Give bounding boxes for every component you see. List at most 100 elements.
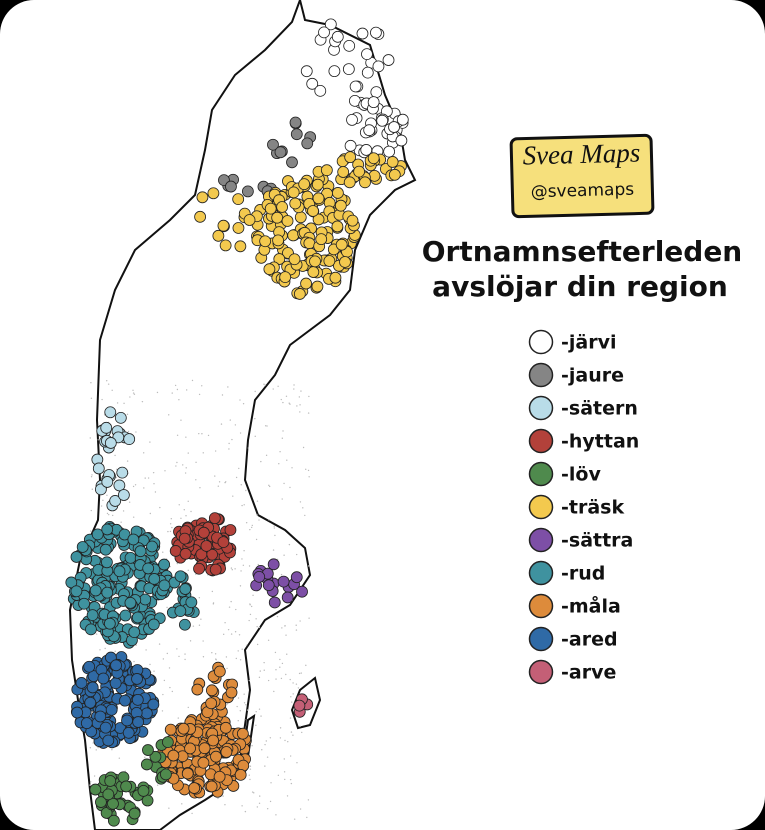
background-dot bbox=[288, 543, 291, 546]
background-dot bbox=[214, 450, 217, 452]
place-dot bbox=[194, 210, 207, 223]
background-dot bbox=[264, 384, 266, 386]
background-dot bbox=[237, 650, 239, 652]
place-dot bbox=[372, 60, 385, 73]
place-dot bbox=[160, 768, 172, 781]
background-dot bbox=[91, 488, 94, 490]
background-dot bbox=[128, 501, 131, 503]
place-dot bbox=[94, 710, 107, 723]
place-dot bbox=[86, 681, 99, 694]
place-dot bbox=[209, 563, 222, 576]
place-dot bbox=[335, 238, 348, 251]
background-dot bbox=[156, 784, 159, 786]
background-dot bbox=[292, 682, 294, 684]
background-dot bbox=[201, 433, 203, 435]
place-dot bbox=[76, 541, 89, 553]
background-dot bbox=[141, 400, 144, 403]
background-dot bbox=[171, 526, 173, 529]
background-dot bbox=[308, 617, 310, 619]
place-dot bbox=[161, 736, 174, 749]
place-dot bbox=[92, 462, 105, 475]
place-dot bbox=[198, 742, 211, 755]
background-dot bbox=[270, 782, 272, 784]
place-dot bbox=[104, 437, 117, 449]
brand-handle: @sveamaps bbox=[530, 180, 634, 203]
background-dot bbox=[245, 522, 248, 524]
place-dot bbox=[303, 237, 316, 250]
background-dot bbox=[279, 451, 281, 453]
place-dot bbox=[95, 796, 107, 808]
background-dot bbox=[284, 625, 286, 627]
place-dot bbox=[312, 213, 325, 226]
background-dot bbox=[215, 658, 217, 660]
place-dot bbox=[289, 116, 302, 129]
background-dot bbox=[263, 383, 265, 385]
place-dot bbox=[114, 411, 127, 424]
background-dot bbox=[122, 510, 125, 512]
place-dot bbox=[146, 540, 158, 553]
background-dot bbox=[307, 799, 310, 801]
background-dot bbox=[214, 653, 217, 655]
background-dot bbox=[251, 745, 253, 747]
background-dot bbox=[176, 434, 179, 436]
background-dot bbox=[283, 482, 285, 485]
place-dot bbox=[131, 611, 144, 624]
background-dot bbox=[198, 393, 201, 396]
background-dot bbox=[149, 441, 151, 443]
place-dot bbox=[207, 187, 220, 200]
background-dot bbox=[257, 563, 259, 566]
background-dot bbox=[198, 432, 200, 435]
background-dot bbox=[305, 468, 307, 470]
background-dot bbox=[243, 693, 245, 695]
background-dot bbox=[226, 667, 228, 670]
background-dot bbox=[176, 562, 179, 565]
background-dot bbox=[222, 795, 224, 797]
place-dot bbox=[253, 570, 266, 583]
place-dot bbox=[277, 575, 290, 588]
place-dot bbox=[167, 749, 180, 762]
background-dot bbox=[272, 388, 274, 390]
background-dot bbox=[296, 405, 298, 407]
background-dot bbox=[102, 499, 104, 502]
background-dot bbox=[144, 477, 146, 479]
place-dot bbox=[309, 255, 321, 268]
background-dot bbox=[239, 710, 242, 712]
background-dot bbox=[163, 679, 166, 682]
place-dot bbox=[356, 27, 369, 40]
background-dot bbox=[228, 448, 230, 450]
background-dot bbox=[248, 619, 250, 622]
background-dot bbox=[260, 460, 262, 463]
place-dot bbox=[276, 201, 289, 213]
place-dot bbox=[71, 706, 84, 719]
background-dot bbox=[104, 647, 106, 650]
place-dot bbox=[120, 780, 133, 793]
background-dot bbox=[182, 464, 184, 466]
place-dot bbox=[234, 240, 247, 253]
background-dot bbox=[254, 390, 256, 393]
background-dot bbox=[248, 679, 251, 682]
background-dot bbox=[273, 525, 275, 527]
background-dot bbox=[115, 476, 118, 479]
legend-swatch bbox=[528, 461, 554, 487]
background-dot bbox=[295, 624, 297, 626]
background-dot bbox=[256, 514, 258, 516]
place-dot bbox=[99, 543, 112, 556]
background-dot bbox=[281, 437, 284, 439]
place-dot bbox=[395, 134, 408, 147]
background-dot bbox=[299, 501, 302, 503]
background-dot bbox=[296, 761, 298, 764]
background-dot bbox=[167, 530, 169, 533]
place-dot bbox=[131, 693, 144, 706]
background-dot bbox=[239, 432, 242, 434]
background-dot bbox=[116, 468, 118, 470]
background-dot bbox=[256, 806, 259, 808]
background-dot bbox=[279, 658, 281, 661]
background-dot bbox=[242, 564, 245, 566]
place-dot bbox=[86, 609, 99, 622]
background-dot bbox=[242, 403, 245, 405]
place-dot bbox=[329, 271, 342, 284]
background-dot bbox=[200, 618, 202, 620]
place-dot bbox=[339, 256, 351, 268]
place-dot bbox=[331, 220, 344, 233]
legend-label: -måla bbox=[561, 594, 621, 618]
